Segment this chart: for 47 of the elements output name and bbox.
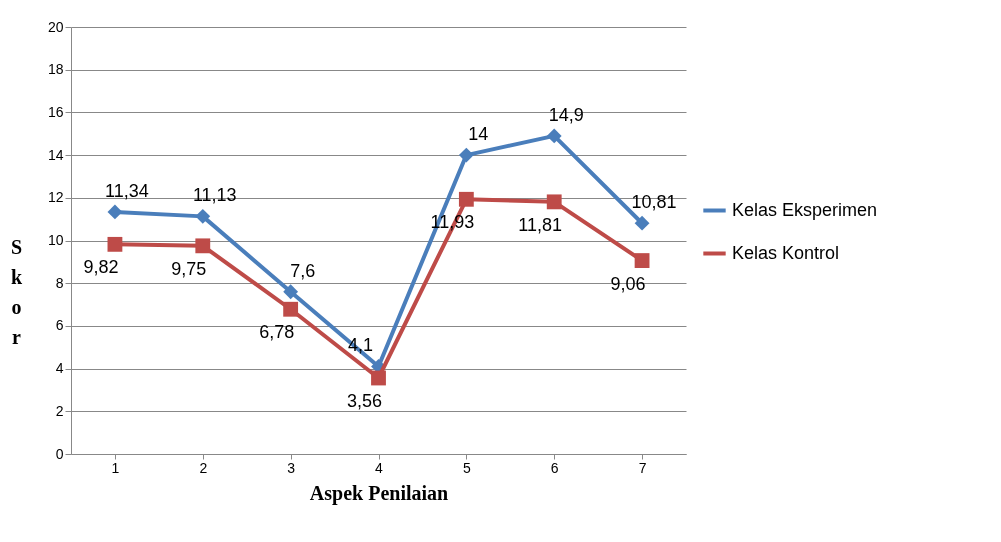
y-tick-label: 12 — [47, 189, 64, 206]
data-label: 9,82 — [83, 257, 119, 278]
point — [195, 238, 211, 254]
point — [458, 147, 474, 163]
point — [546, 128, 562, 144]
data-label: 6,78 — [259, 322, 295, 343]
legend-label: Kelas Eksperimen — [732, 199, 878, 220]
y-tick-label: 10 — [47, 232, 64, 248]
point — [107, 204, 123, 220]
x-tick-label: 4 — [375, 459, 384, 476]
y-tick-label: 8 — [55, 274, 64, 291]
point — [283, 284, 299, 300]
point — [107, 236, 123, 252]
data-label: 11,13 — [192, 185, 237, 206]
point — [371, 370, 386, 386]
data-label: 11,81 — [518, 214, 563, 235]
y-tick-label: 6 — [55, 317, 64, 334]
x-tick-label: 7 — [638, 459, 647, 476]
x-tick-label: 5 — [462, 459, 471, 476]
point — [283, 301, 299, 317]
y-tick-label: 18 — [47, 61, 64, 78]
legend-label: Kelas Kontrol — [732, 242, 840, 263]
point — [546, 194, 562, 210]
x-tick-label: 2 — [199, 459, 208, 476]
x-axis-title: Aspek Penilaian — [309, 481, 449, 505]
data-label: 14,9 — [548, 104, 584, 125]
x-tick-label: 1 — [111, 459, 120, 476]
data-label: 10,81 — [631, 192, 677, 213]
y-tick-label: 20 — [47, 18, 64, 35]
data-label: 3,56 — [346, 390, 383, 411]
y-tick-label: 2 — [55, 402, 64, 419]
point — [634, 253, 650, 268]
y-tick-label: 0 — [55, 445, 64, 462]
data-label: 9,75 — [171, 258, 207, 279]
x-tick-label: 3 — [287, 459, 296, 476]
x-tick-label: 6 — [550, 459, 559, 476]
data-label: 7,6 — [290, 260, 316, 281]
point — [634, 215, 650, 231]
y-tick-label: 4 — [55, 360, 64, 377]
point — [458, 191, 474, 207]
y-tick-label: 16 — [47, 103, 64, 120]
y-tick-label: 14 — [47, 146, 64, 163]
data-label: 11,34 — [105, 180, 149, 201]
data-label: 9,06 — [610, 273, 646, 294]
y-axis-title: Skor — [10, 235, 23, 348]
data-label: 14 — [468, 124, 489, 145]
point — [195, 208, 211, 224]
